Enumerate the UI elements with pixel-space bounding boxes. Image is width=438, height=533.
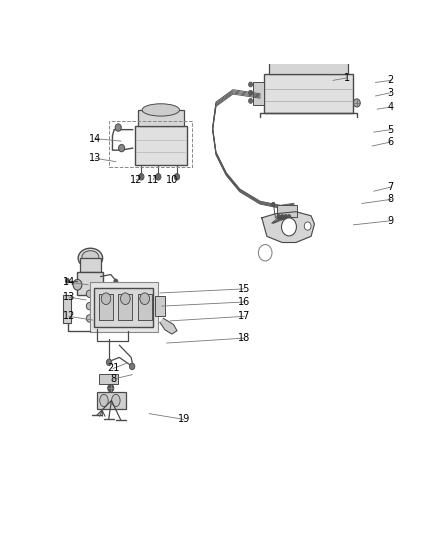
Text: 13: 13 — [63, 292, 75, 302]
Ellipse shape — [78, 248, 102, 268]
Circle shape — [280, 215, 284, 220]
Bar — [134, 126, 187, 165]
Circle shape — [106, 359, 112, 366]
Circle shape — [120, 293, 130, 304]
Bar — [78, 272, 103, 295]
Text: 17: 17 — [238, 311, 251, 321]
Circle shape — [101, 293, 111, 304]
Circle shape — [114, 279, 118, 284]
Bar — [264, 74, 353, 113]
Circle shape — [65, 278, 69, 283]
Circle shape — [101, 293, 111, 304]
Circle shape — [130, 363, 135, 370]
Circle shape — [272, 202, 275, 206]
Text: 5: 5 — [388, 125, 394, 135]
Text: 18: 18 — [238, 333, 250, 343]
Bar — [253, 83, 264, 105]
Text: 3: 3 — [388, 88, 394, 98]
Text: 11: 11 — [147, 175, 159, 185]
Bar — [277, 50, 340, 60]
Text: 1: 1 — [344, 73, 350, 83]
Text: 21: 21 — [107, 364, 119, 374]
Bar — [155, 296, 165, 317]
Bar — [99, 374, 117, 384]
Circle shape — [282, 218, 297, 236]
Ellipse shape — [82, 251, 99, 263]
Ellipse shape — [86, 290, 93, 297]
Bar — [277, 205, 297, 217]
Ellipse shape — [100, 394, 108, 407]
Text: 12: 12 — [130, 175, 142, 185]
Circle shape — [73, 279, 82, 290]
Circle shape — [155, 174, 161, 180]
Bar — [138, 110, 184, 126]
Bar — [90, 282, 158, 332]
Text: 10: 10 — [166, 175, 178, 185]
Text: 19: 19 — [178, 414, 190, 424]
Ellipse shape — [112, 394, 120, 407]
Circle shape — [174, 174, 180, 180]
Bar — [80, 258, 101, 272]
Bar — [94, 288, 153, 327]
Circle shape — [249, 82, 253, 87]
Text: 14: 14 — [89, 134, 102, 144]
Circle shape — [353, 99, 360, 107]
Text: 14: 14 — [63, 277, 75, 287]
Bar — [268, 54, 348, 74]
Bar — [109, 122, 192, 166]
Bar — [309, 45, 321, 54]
Circle shape — [119, 144, 125, 152]
Bar — [118, 294, 132, 320]
Text: 16: 16 — [238, 297, 250, 307]
Text: 6: 6 — [388, 137, 394, 147]
Text: 12: 12 — [63, 311, 75, 321]
Circle shape — [249, 99, 253, 103]
Text: 2: 2 — [388, 75, 394, 85]
Bar — [97, 392, 126, 409]
Text: 4: 4 — [388, 102, 394, 112]
Text: 15: 15 — [238, 284, 251, 294]
Bar — [138, 294, 152, 320]
Bar — [94, 288, 153, 327]
Bar — [99, 294, 113, 320]
Circle shape — [108, 384, 114, 392]
Circle shape — [249, 90, 253, 95]
Polygon shape — [160, 318, 177, 334]
Text: 13: 13 — [89, 154, 102, 163]
Polygon shape — [262, 212, 314, 243]
Bar — [99, 294, 113, 320]
Text: 8: 8 — [110, 374, 116, 384]
Text: 9: 9 — [388, 216, 394, 226]
Circle shape — [287, 215, 291, 220]
Circle shape — [283, 215, 288, 220]
Circle shape — [277, 215, 281, 220]
Bar — [328, 45, 340, 54]
Circle shape — [120, 293, 130, 304]
Circle shape — [115, 124, 121, 131]
Circle shape — [138, 174, 144, 180]
Ellipse shape — [86, 302, 93, 310]
Circle shape — [140, 293, 149, 304]
Circle shape — [304, 222, 311, 230]
Circle shape — [258, 245, 272, 261]
Bar — [63, 295, 71, 322]
Bar — [138, 294, 152, 320]
Bar — [118, 294, 132, 320]
Ellipse shape — [142, 104, 180, 116]
Bar — [272, 45, 284, 54]
Bar — [291, 45, 303, 54]
Text: 7: 7 — [388, 182, 394, 192]
Ellipse shape — [86, 314, 93, 322]
Text: 8: 8 — [388, 195, 394, 204]
Circle shape — [140, 293, 149, 304]
